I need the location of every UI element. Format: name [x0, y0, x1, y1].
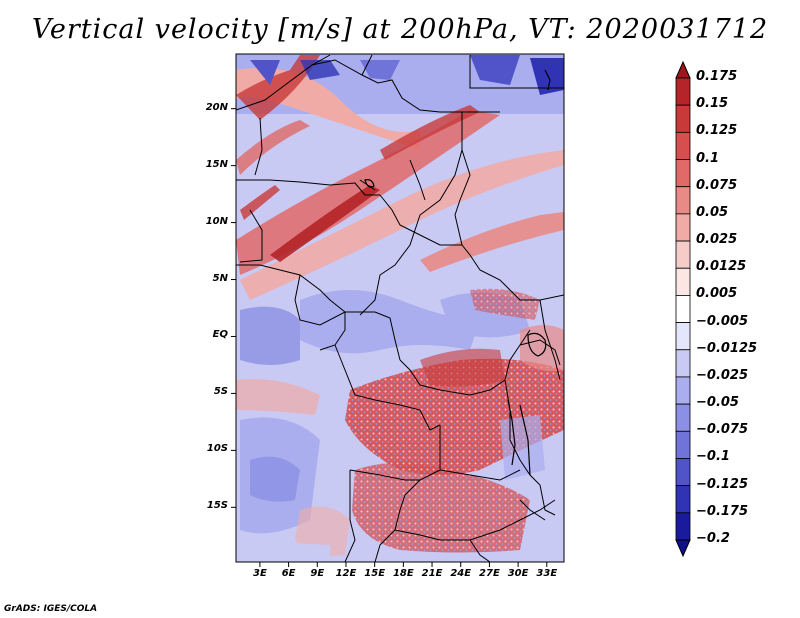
- colorbar-segment: [675, 213, 691, 242]
- lat-tick-marks: [231, 108, 236, 508]
- colorbar-segment: [675, 403, 691, 432]
- colorbar-level-label: −0.025: [696, 367, 749, 383]
- map-frame: [235, 53, 565, 563]
- colorbar-level-label: 0.075: [696, 177, 738, 193]
- colorbar-level-label: 0.15: [696, 96, 729, 112]
- lon-tick-label: 27E: [479, 568, 500, 579]
- lat-tick-label: 10S: [206, 443, 228, 455]
- lat-tick-label: 20N: [205, 101, 228, 113]
- colorbar-level-label: −0.075: [696, 422, 749, 438]
- colorbar-level-label: −0.2: [696, 531, 730, 546]
- colorbar-segment: [675, 512, 691, 541]
- colorbar-level-label: 0.175: [696, 69, 738, 84]
- lon-tick-label: 9E: [310, 568, 325, 579]
- country-borders: [236, 54, 564, 562]
- lat-tick-label: 15S: [206, 500, 228, 512]
- lon-tick-label: 24E: [450, 568, 472, 579]
- colorbar-segment: [675, 322, 691, 351]
- map-title: Vertical velocity [m/s] at 200hPa, VT: 2…: [31, 14, 769, 45]
- colorbar-segment: [675, 131, 691, 160]
- lon-tick-marks: [259, 562, 548, 567]
- colorbar-segment: [675, 104, 691, 133]
- colorbar-level-label: 0.125: [696, 123, 738, 139]
- colorbar-segment: [675, 77, 691, 106]
- lon-tick-label: 21E: [421, 568, 443, 579]
- colorbar-level-label: −0.05: [696, 395, 739, 411]
- colorbar-level-label: −0.125: [696, 476, 749, 492]
- colorbar-segment: [675, 186, 691, 215]
- lat-tick-label: 10N: [205, 215, 228, 227]
- lon-tick-label: 3E: [253, 568, 267, 579]
- colorbar-level-label: 0.1: [696, 150, 720, 166]
- colorbar-level-label: −0.0125: [696, 340, 758, 356]
- lat-tick-label: 15N: [205, 158, 228, 170]
- colorbar-segment: [675, 430, 691, 459]
- lon-tick-label: 6E: [281, 568, 296, 579]
- colorbar-level-label: 0.005: [696, 286, 738, 302]
- colorbar-top-arrow: [675, 60, 691, 79]
- colorbar-level-label: −0.005: [696, 313, 749, 329]
- lon-tick-label: 33E: [536, 568, 558, 579]
- lon-tick-label: 30E: [507, 568, 529, 579]
- lakes: [364, 69, 551, 476]
- colorbar-level-label: 0.025: [696, 232, 738, 248]
- credit-footer: GrADS: IGES/COLA: [4, 604, 98, 614]
- colorbar-segment: [675, 295, 691, 323]
- lon-tick-label: 18E: [392, 568, 414, 579]
- velocity-field: [236, 54, 564, 562]
- colorbar-level-label: 0.05: [696, 204, 729, 220]
- colorbar-level-label: −0.175: [696, 503, 749, 519]
- colorbar-segment: [675, 485, 691, 514]
- colorbar: [675, 60, 691, 558]
- colorbar-segment: [675, 267, 691, 296]
- colorbar-segment: [675, 349, 691, 378]
- colorbar-segment: [675, 240, 691, 269]
- lat-tick-label: 5N: [212, 272, 228, 284]
- colorbar-level-label: −0.1: [696, 449, 730, 465]
- colorbar-segment: [675, 159, 691, 188]
- lat-tick-label: 5S: [213, 386, 228, 398]
- colorbar-segment: [675, 376, 691, 405]
- lon-tick-label: 15E: [364, 568, 386, 579]
- colorbar-segment: [675, 458, 691, 487]
- colorbar-level-label: 0.0125: [696, 259, 747, 275]
- lon-tick-label: 12E: [335, 568, 357, 579]
- colorbar-bottom-arrow: [675, 539, 691, 558]
- lat-tick-label: EQ: [212, 329, 228, 341]
